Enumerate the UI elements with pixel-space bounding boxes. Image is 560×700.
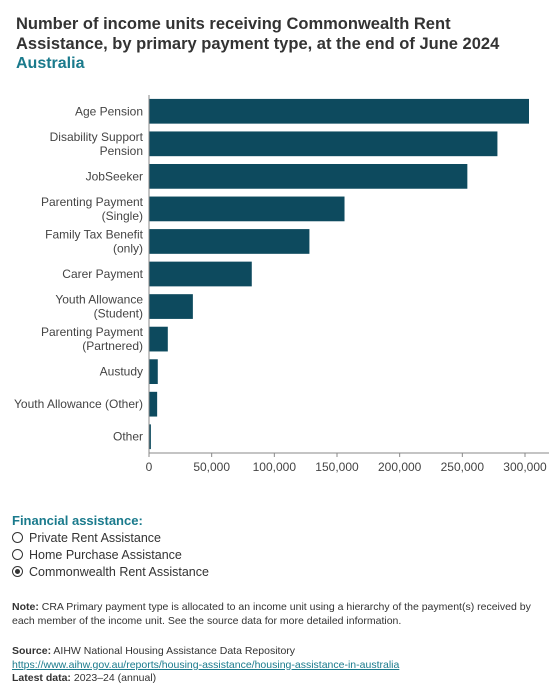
financial-assistance-filter: Financial assistance: Private Rent Assis… [12, 513, 209, 580]
category-label: Parenting Payment (Partnered) [41, 325, 144, 353]
source-block: Source: AIHW National Housing Assistance… [12, 645, 399, 686]
bar-chart: Age Pension Disability Support Pension JobS… [14, 95, 549, 474]
x-tick-label: 250,000 [441, 460, 485, 474]
option-home-purchase-assistance[interactable]: Home Purchase Assistance [12, 546, 209, 563]
category-label: Disability Support Pension [50, 130, 144, 158]
category-label: JobSeeker [86, 169, 143, 183]
latest-data-line: Latest data: 2023–24 (annual) [12, 672, 399, 686]
bar [149, 359, 158, 385]
source-link-line: https://www.aihw.gov.au/reports/housing-… [12, 659, 399, 673]
bar [149, 326, 168, 352]
bar [149, 261, 252, 287]
category-label: Youth Allowance (Other) [14, 397, 143, 411]
source-label: Source: [12, 645, 52, 657]
category-label: Family Tax Benefit (only) [45, 227, 143, 255]
bar [149, 424, 151, 450]
category-label: Carer Payment [62, 267, 143, 281]
category-label: Parenting Payment (Single) [41, 195, 144, 223]
option-private-rent-assistance[interactable]: Private Rent Assistance [12, 529, 209, 546]
option-label: Home Purchase Assistance [29, 547, 182, 562]
x-tick-label: 0 [146, 460, 153, 474]
filter-title: Financial assistance: [12, 513, 143, 528]
note-text: CRA Primary payment type is allocated to… [12, 601, 531, 627]
bar [149, 98, 529, 124]
x-tick-label: 100,000 [253, 460, 297, 474]
category-label: Other [113, 430, 143, 444]
radio-button[interactable] [12, 566, 23, 577]
source-line: Source: AIHW National Housing Assistance… [12, 645, 399, 659]
bar [149, 196, 345, 222]
option-label: Commonwealth Rent Assistance [29, 564, 209, 579]
bar [149, 131, 498, 157]
source-link[interactable]: https://www.aihw.gov.au/reports/housing-… [12, 658, 400, 671]
latest-text: 2023–24 (annual) [70, 672, 157, 684]
category-label: Youth Allowance (Student) [55, 293, 143, 321]
category-label: Age Pension [75, 104, 143, 118]
option-label: Private Rent Assistance [29, 530, 162, 545]
category-label: Austudy [100, 365, 143, 379]
x-tick-label: 50,000 [193, 460, 230, 474]
option-commonwealth-rent-assistance[interactable]: Commonwealth Rent Assistance [12, 563, 209, 580]
bar [149, 229, 310, 254]
x-tick-label: 300,000 [503, 460, 547, 474]
x-tick-label: 150,000 [315, 460, 359, 474]
radio-button[interactable] [12, 532, 23, 543]
bar [149, 391, 158, 417]
chart-note: Note: CRA Primary payment type is alloca… [12, 600, 548, 628]
chart-title: Number of income units receiving Commonw… [16, 15, 500, 53]
note-label: Note: [12, 601, 39, 613]
x-tick-label: 200,000 [378, 460, 422, 474]
chart-subtitle: Australia [16, 55, 85, 72]
latest-label: Latest data: [12, 672, 71, 684]
bar [149, 294, 193, 319]
radio-button[interactable] [12, 549, 23, 560]
bar [149, 163, 468, 189]
source-text: AIHW National Housing Assistance Data Re… [51, 645, 296, 657]
